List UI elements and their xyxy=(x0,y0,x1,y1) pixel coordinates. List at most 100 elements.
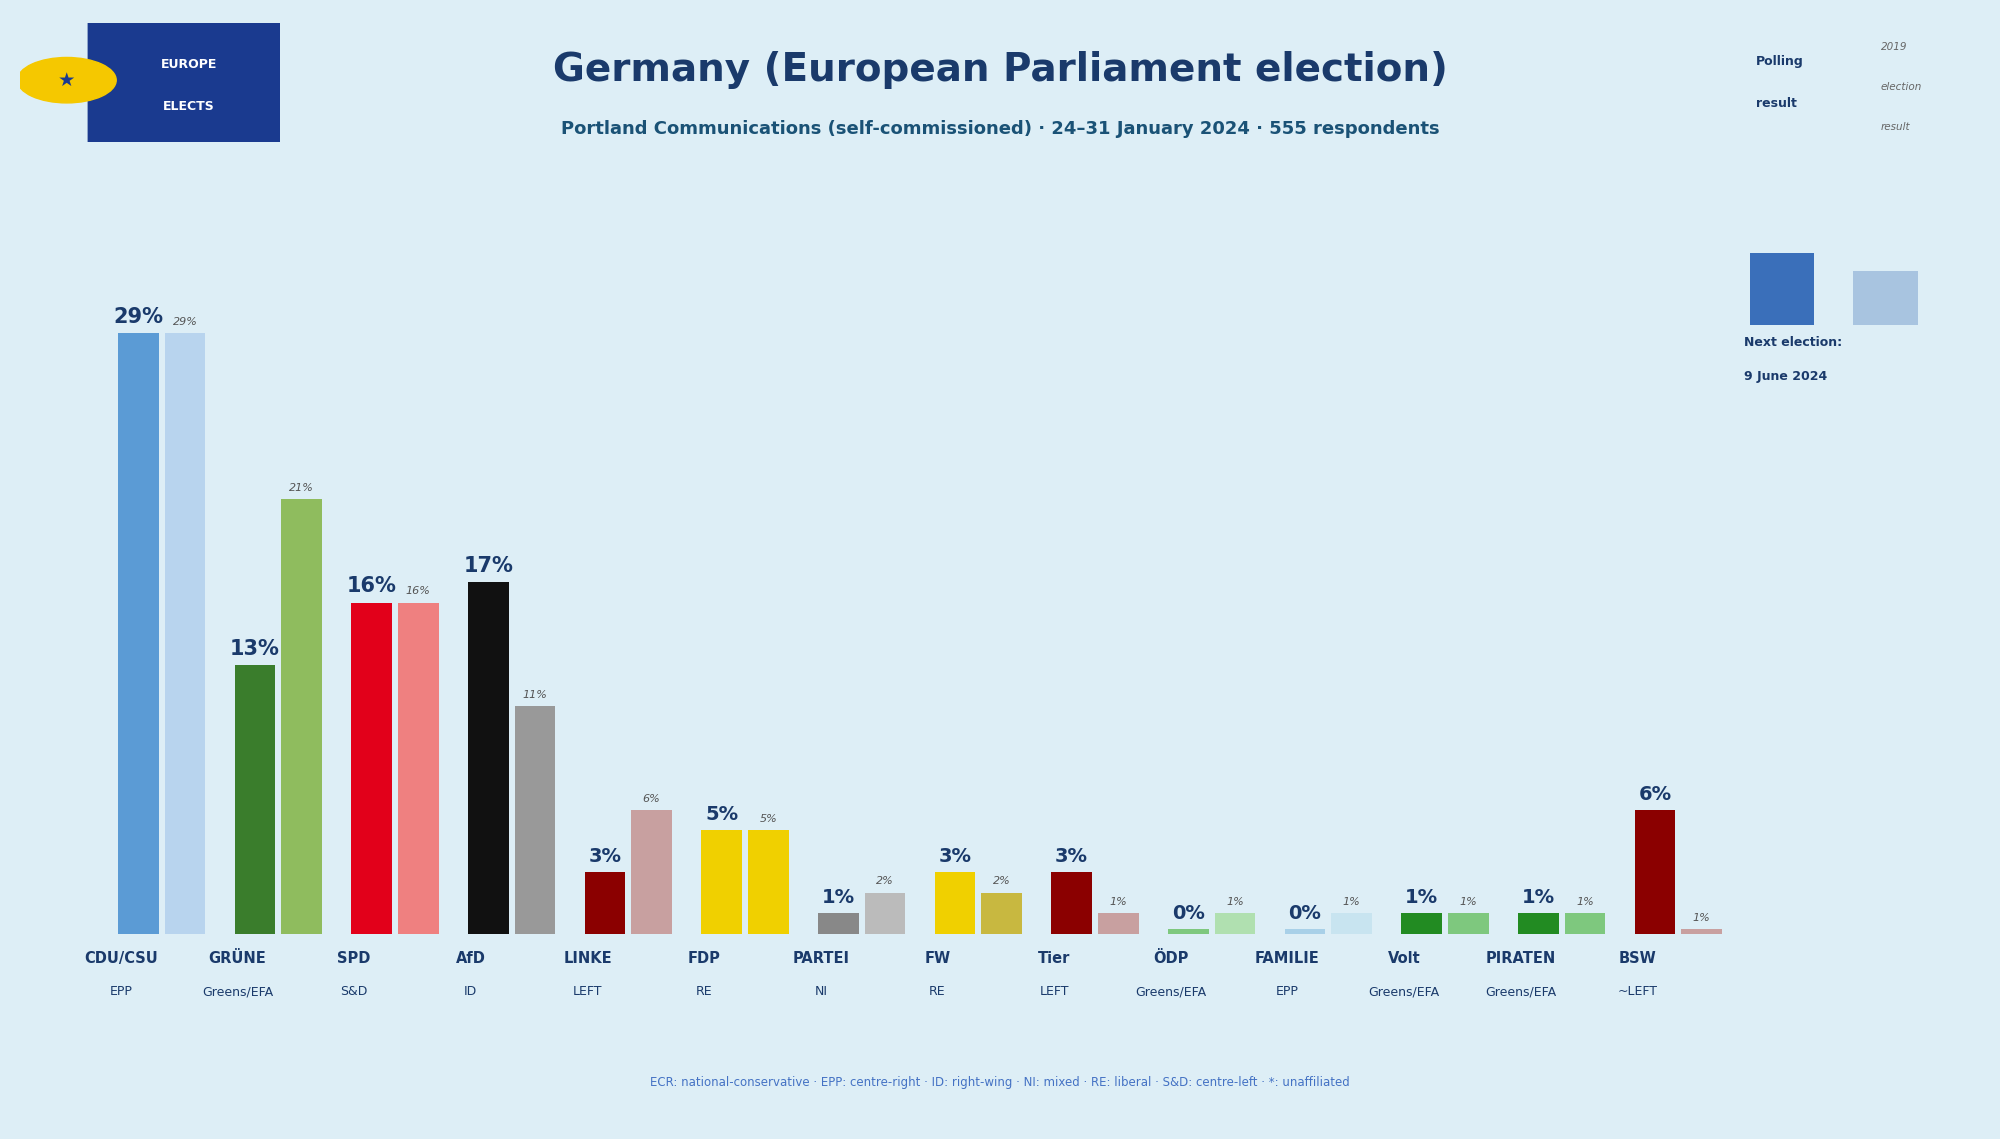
Bar xyxy=(934,871,976,934)
Bar xyxy=(1518,913,1558,934)
Text: 2%: 2% xyxy=(876,876,894,886)
Bar xyxy=(818,913,858,934)
Text: EPP: EPP xyxy=(1276,985,1298,998)
Text: 6%: 6% xyxy=(1638,785,1672,803)
Text: ~LEFT: ~LEFT xyxy=(1618,985,1658,998)
Text: Greens/EFA: Greens/EFA xyxy=(202,985,274,998)
Text: EUROPE: EUROPE xyxy=(160,58,218,71)
Text: NI: NI xyxy=(814,985,828,998)
Text: 3%: 3% xyxy=(588,846,622,866)
Text: Germany (European Parliament election): Germany (European Parliament election) xyxy=(552,51,1448,89)
Text: 5%: 5% xyxy=(760,814,778,825)
Bar xyxy=(632,810,672,934)
Text: S&D: S&D xyxy=(340,985,368,998)
Bar xyxy=(1634,810,1676,934)
Text: 0%: 0% xyxy=(1288,903,1322,923)
Text: ECR: national-conservative · EPP: centre-right · ID: right-wing · NI: mixed · RE: ECR: national-conservative · EPP: centre… xyxy=(650,1076,1350,1089)
Text: 6%: 6% xyxy=(642,794,660,803)
Text: result: result xyxy=(1756,97,1796,109)
Bar xyxy=(118,334,158,934)
Bar xyxy=(584,871,626,934)
Text: LEFT: LEFT xyxy=(572,985,602,998)
Text: 3%: 3% xyxy=(938,846,972,866)
Text: Volt: Volt xyxy=(1388,951,1420,966)
Text: 29%: 29% xyxy=(172,317,198,327)
Text: FW: FW xyxy=(924,951,950,966)
Text: ELECTS: ELECTS xyxy=(164,100,214,113)
Bar xyxy=(702,830,742,934)
Text: 1%: 1% xyxy=(1576,898,1594,907)
Text: 21%: 21% xyxy=(290,483,314,493)
Bar xyxy=(1098,913,1138,934)
Text: Greens/EFA: Greens/EFA xyxy=(1486,985,1556,998)
Text: 1%: 1% xyxy=(822,888,854,907)
Bar xyxy=(1564,913,1606,934)
Bar xyxy=(1854,271,1918,325)
FancyBboxPatch shape xyxy=(88,21,286,145)
Text: Polling: Polling xyxy=(1756,55,1804,67)
Text: FDP: FDP xyxy=(688,951,720,966)
Text: 29%: 29% xyxy=(114,308,164,327)
Bar xyxy=(1448,913,1488,934)
Bar xyxy=(352,603,392,934)
Text: 1%: 1% xyxy=(1226,898,1244,907)
Text: BSW: BSW xyxy=(1618,951,1656,966)
Text: 1%: 1% xyxy=(1342,898,1360,907)
Bar xyxy=(1052,871,1092,934)
Bar xyxy=(234,665,276,934)
Text: PIRATEN: PIRATEN xyxy=(1486,951,1556,966)
Bar xyxy=(398,603,438,934)
Text: 1%: 1% xyxy=(1460,898,1478,907)
Text: 9 June 2024: 9 June 2024 xyxy=(1744,370,1828,383)
Text: RE: RE xyxy=(930,985,946,998)
Text: 16%: 16% xyxy=(406,587,430,597)
Bar xyxy=(748,830,788,934)
Text: election: election xyxy=(1880,82,1922,92)
Text: 1%: 1% xyxy=(1522,888,1554,907)
Text: EPP: EPP xyxy=(110,985,132,998)
Text: 2%: 2% xyxy=(992,876,1010,886)
Text: 5%: 5% xyxy=(706,805,738,825)
Bar xyxy=(282,499,322,934)
Text: 1%: 1% xyxy=(1110,898,1128,907)
Text: 16%: 16% xyxy=(346,576,396,597)
Text: SPD: SPD xyxy=(338,951,370,966)
Text: ★: ★ xyxy=(58,71,76,90)
Bar xyxy=(1284,928,1326,934)
Text: ID: ID xyxy=(464,985,478,998)
Text: FAMILIE: FAMILIE xyxy=(1256,951,1320,966)
Bar xyxy=(982,893,1022,934)
Text: 2019: 2019 xyxy=(1880,42,1908,52)
Text: CDU/CSU: CDU/CSU xyxy=(84,951,158,966)
Text: Greens/EFA: Greens/EFA xyxy=(1136,985,1206,998)
Text: GRÜNE: GRÜNE xyxy=(208,951,266,966)
Bar xyxy=(1214,913,1256,934)
Bar xyxy=(1332,913,1372,934)
Circle shape xyxy=(18,57,116,103)
Bar xyxy=(468,582,508,934)
Text: 3%: 3% xyxy=(1056,846,1088,866)
Text: RE: RE xyxy=(696,985,712,998)
Text: PARTEI: PARTEI xyxy=(792,951,850,966)
Text: LINKE: LINKE xyxy=(564,951,612,966)
Bar xyxy=(864,893,906,934)
Text: 1%: 1% xyxy=(1692,912,1710,923)
Text: Tier: Tier xyxy=(1038,951,1070,966)
Bar xyxy=(164,334,206,934)
Text: Greens/EFA: Greens/EFA xyxy=(1368,985,1440,998)
Text: ÖDP: ÖDP xyxy=(1154,951,1188,966)
Text: 11%: 11% xyxy=(522,690,548,700)
Bar xyxy=(1168,928,1208,934)
Text: 1%: 1% xyxy=(1406,888,1438,907)
Text: AfD: AfD xyxy=(456,951,486,966)
Text: 17%: 17% xyxy=(464,556,514,575)
Bar xyxy=(514,706,556,934)
Text: LEFT: LEFT xyxy=(1040,985,1068,998)
Bar xyxy=(1402,913,1442,934)
Text: 13%: 13% xyxy=(230,639,280,658)
Text: Next election:: Next election: xyxy=(1744,336,1842,349)
Bar xyxy=(1682,928,1722,934)
Text: Portland Communications (self-commissioned) · 24–31 January 2024 · 555 responden: Portland Communications (self-commission… xyxy=(560,120,1440,138)
Text: result: result xyxy=(1880,122,1910,132)
Bar xyxy=(1750,253,1814,325)
